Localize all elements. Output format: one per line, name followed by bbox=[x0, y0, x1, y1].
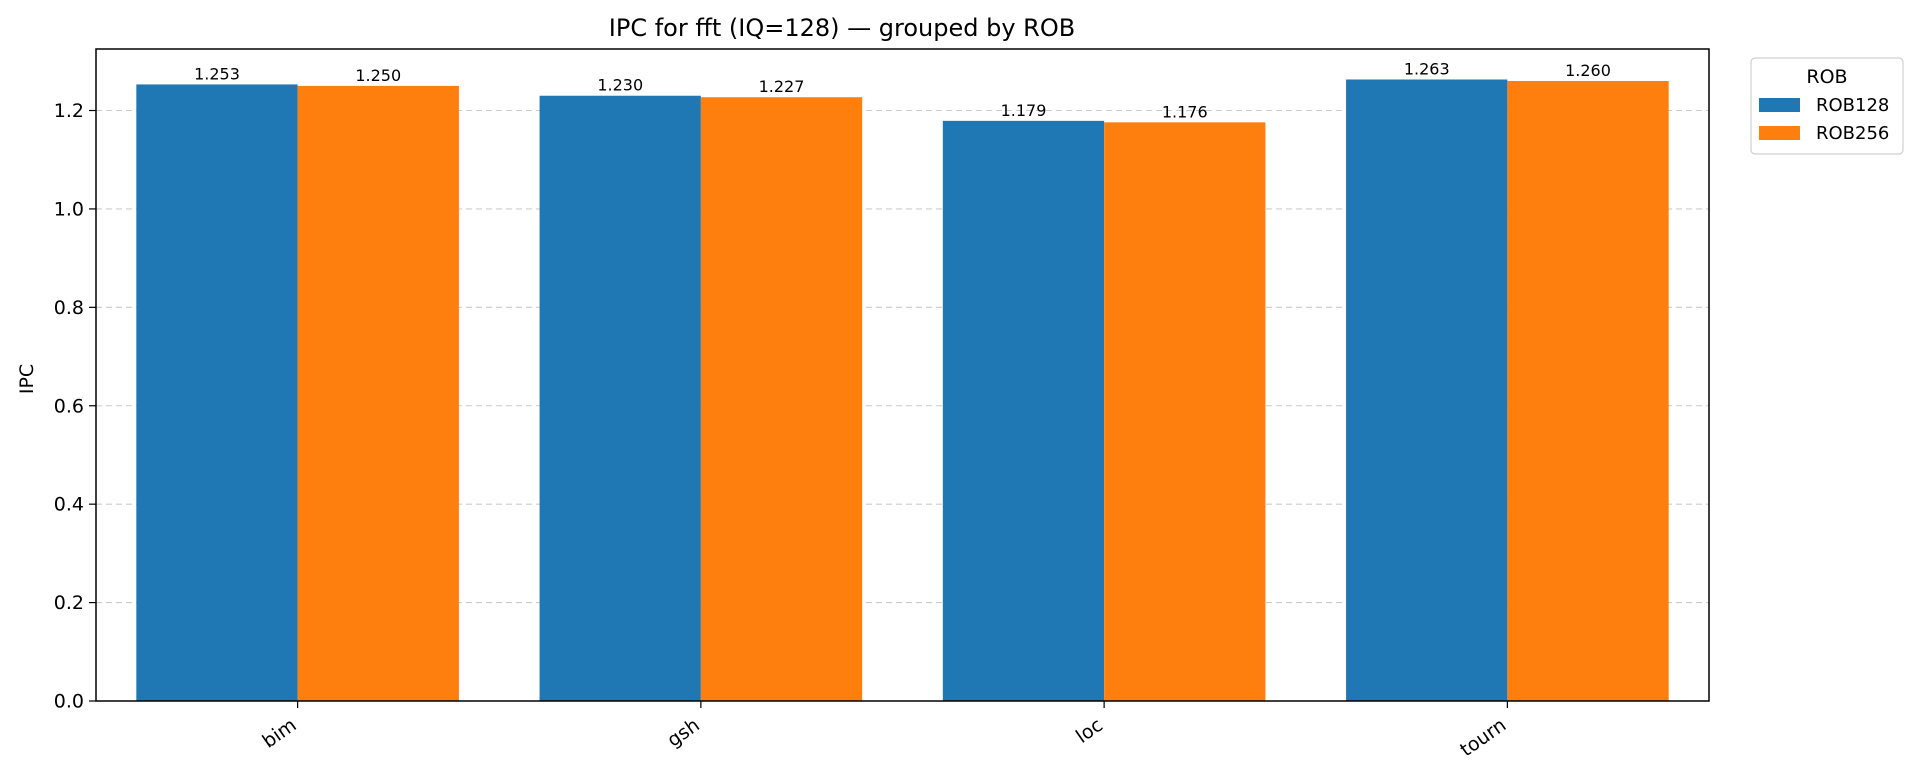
y-tick-label: 1.2 bbox=[54, 100, 84, 122]
x-tick-label: bim bbox=[258, 714, 300, 753]
plot-frame bbox=[95, 48, 1710, 702]
bar-loc-rob256 bbox=[1104, 122, 1266, 702]
bar-value-label: 1.263 bbox=[1404, 60, 1450, 79]
x-tick-label: loc bbox=[1072, 714, 1107, 748]
y-axis-ticks: 0.0 0.2 0.4 0.6 0.8 1.0 1.2 bbox=[54, 100, 96, 713]
x-axis-ticks: bim gsh loc tourn bbox=[258, 701, 1510, 761]
bar-value-label: 1.230 bbox=[597, 76, 643, 95]
bars bbox=[136, 79, 1669, 702]
y-tick-label: 0.6 bbox=[54, 395, 84, 417]
legend-title: ROB bbox=[1806, 66, 1847, 88]
bar-value-label: 1.176 bbox=[1162, 102, 1208, 121]
x-tick-label: tourn bbox=[1456, 714, 1510, 761]
bar-loc-rob128 bbox=[942, 120, 1105, 701]
bar-gsh-rob256 bbox=[700, 97, 863, 702]
legend-label-rob256: ROB256 bbox=[1816, 123, 1889, 144]
legend-label-rob128: ROB128 bbox=[1816, 95, 1889, 116]
legend-swatch-rob256 bbox=[1759, 126, 1800, 140]
y-tick-label: 0.2 bbox=[54, 592, 84, 614]
legend-swatch-rob128 bbox=[1759, 98, 1800, 112]
bar-value-label: 1.250 bbox=[355, 66, 401, 85]
chart-title: IPC for fft (IQ=128) — grouped by ROB bbox=[609, 14, 1075, 42]
bar-tourn-rob256 bbox=[1507, 80, 1669, 701]
bar-value-label: 1.227 bbox=[759, 77, 805, 96]
x-tick-label: gsh bbox=[663, 714, 703, 752]
bar-value-label: 1.260 bbox=[1565, 61, 1611, 80]
bar-bim-rob256 bbox=[297, 85, 459, 702]
legend: ROB ROB128 ROB256 bbox=[1750, 57, 1904, 155]
y-tick-label: 1.0 bbox=[54, 198, 84, 220]
bar-value-label: 1.253 bbox=[194, 64, 240, 83]
bar-value-labels: 1.253 1.250 1.230 1.227 1.179 1.176 1.263 1.260 bbox=[194, 60, 1611, 122]
bar-bim-rob128 bbox=[136, 84, 298, 701]
y-tick-label: 0.8 bbox=[54, 297, 84, 319]
y-axis-label: IPC bbox=[16, 364, 38, 394]
bar-value-label: 1.179 bbox=[1001, 101, 1047, 120]
bar-tourn-rob128 bbox=[1346, 79, 1508, 702]
y-tick-label: 0.0 bbox=[54, 691, 84, 713]
bar-gsh-rob128 bbox=[539, 95, 701, 701]
y-tick-label: 0.4 bbox=[54, 494, 84, 516]
